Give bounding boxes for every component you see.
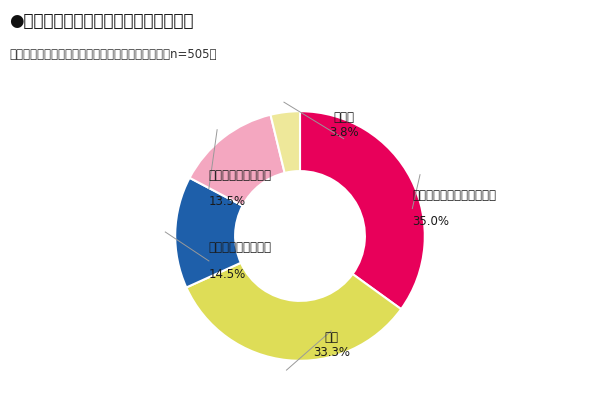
Text: 14.5%: 14.5% [209, 268, 246, 281]
Text: その他: その他 [333, 111, 354, 124]
Text: 33.3%: 33.3% [313, 346, 350, 359]
Text: 13.5%: 13.5% [209, 196, 246, 208]
Text: 公道、公園、山などの屋外: 公道、公園、山などの屋外 [412, 189, 496, 202]
Wedge shape [300, 111, 425, 309]
Text: ベース：スポーツ・運動を日常的に行っている人（n=505）: ベース：スポーツ・運動を日常的に行っている人（n=505） [9, 48, 217, 61]
Text: 公営のスポーツ施設: 公営のスポーツ施設 [209, 241, 272, 254]
Wedge shape [271, 111, 300, 173]
Text: 自宅: 自宅 [324, 331, 338, 344]
Text: 私営のスポーツ施設: 私営のスポーツ施設 [209, 169, 272, 182]
Text: 3.8%: 3.8% [329, 126, 358, 139]
Text: ●スポーツ・運動をする、１番多い場所: ●スポーツ・運動をする、１番多い場所 [9, 12, 193, 30]
Wedge shape [175, 178, 242, 288]
Text: 35.0%: 35.0% [412, 216, 449, 228]
Wedge shape [190, 115, 284, 206]
Wedge shape [187, 263, 401, 361]
